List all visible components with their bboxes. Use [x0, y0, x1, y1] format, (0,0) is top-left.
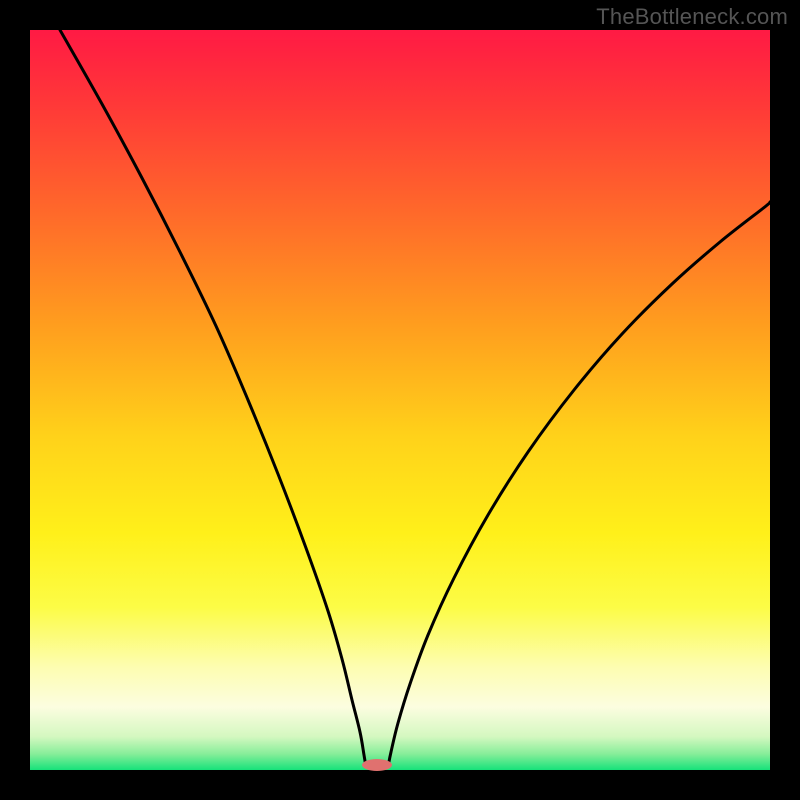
optimal-marker — [362, 759, 392, 771]
bottleneck-chart — [0, 0, 800, 800]
plot-background — [30, 30, 770, 770]
watermark-text: TheBottleneck.com — [596, 4, 788, 30]
chart-container: { "watermark": { "text": "TheBottleneck.… — [0, 0, 800, 800]
